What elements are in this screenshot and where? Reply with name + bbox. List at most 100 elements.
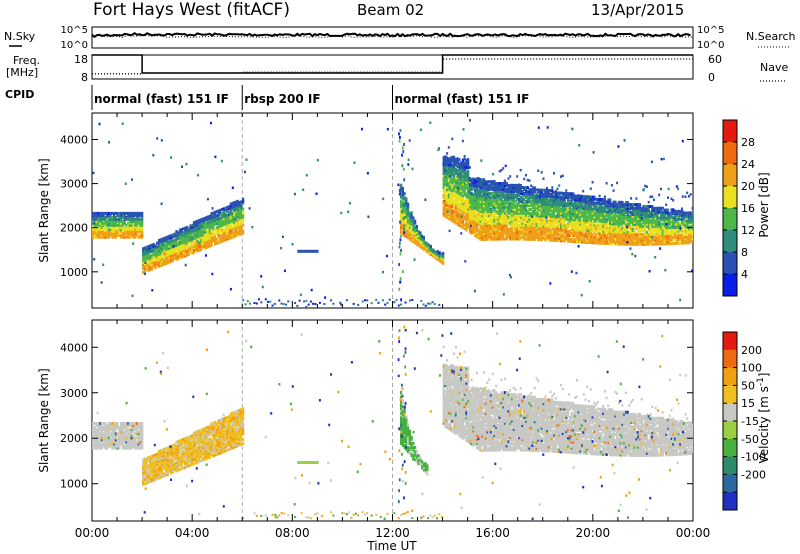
echo-cell	[178, 234, 182, 238]
echo-cell	[238, 205, 241, 208]
echo-cell	[519, 188, 522, 191]
echo-cell	[523, 235, 526, 239]
echo-cell	[595, 205, 598, 209]
echo-cell	[589, 219, 592, 223]
echo-cell	[535, 206, 538, 210]
nave-label: Nave	[760, 61, 788, 74]
echo-cell	[556, 187, 559, 191]
echo-cell	[547, 220, 550, 224]
echo-cell	[189, 238, 192, 242]
echo-cell	[498, 203, 501, 207]
echo-cell	[135, 227, 138, 231]
echo-cell	[656, 208, 659, 212]
echo-cell	[472, 217, 475, 221]
echo-cell	[118, 219, 121, 223]
echo-cell	[484, 180, 487, 184]
echo-cell	[446, 198, 449, 202]
echo-cell	[672, 220, 675, 224]
echo-cell	[182, 245, 185, 249]
echo-cell	[598, 241, 601, 245]
echo-cell	[505, 199, 508, 203]
echo-cell	[572, 220, 575, 224]
echo-cell	[495, 221, 498, 225]
echo-cell	[598, 239, 601, 243]
echo-cell	[588, 215, 591, 219]
echo-cell	[191, 231, 194, 235]
echo-cell	[630, 228, 633, 232]
echo-cell	[116, 229, 119, 233]
echo-cell	[591, 241, 594, 245]
echo-cell	[600, 239, 603, 243]
echo-cell	[686, 223, 689, 227]
echo-cell	[458, 213, 461, 217]
echo-cell	[609, 208, 612, 212]
echo-cell	[526, 186, 529, 190]
echo-cell	[134, 223, 137, 227]
echo-cell	[619, 230, 622, 234]
echo-cell	[656, 222, 659, 226]
echo-cell	[577, 220, 580, 224]
echo-cell	[178, 248, 182, 252]
echo-cell	[184, 238, 187, 242]
echo-cell	[572, 218, 575, 222]
echo-cell	[210, 232, 213, 235]
echo-cell	[547, 224, 550, 228]
echo-cell	[539, 228, 542, 232]
echo-cell	[565, 209, 568, 213]
echo-cell	[628, 203, 631, 206]
echo-cell	[533, 206, 536, 210]
echo-cell	[665, 224, 668, 228]
echo-cell	[509, 213, 512, 217]
echo-cell	[659, 232, 663, 236]
echo-cell	[540, 210, 543, 214]
echo-cell	[184, 246, 187, 250]
echo-cell	[565, 213, 568, 217]
echo-cell	[544, 192, 547, 196]
echo-cell	[581, 222, 584, 226]
echo-cell	[442, 158, 445, 162]
echo-cell	[191, 225, 194, 229]
echo-cell	[575, 200, 578, 204]
echo-cell	[635, 213, 638, 216]
echo-cell	[670, 234, 673, 238]
echo-cell	[553, 217, 556, 221]
echo-cell	[647, 240, 650, 244]
echo-cell	[215, 226, 218, 229]
ground-scatter	[264, 298, 267, 301]
echo-cell	[178, 242, 182, 246]
echo-cell	[519, 195, 522, 199]
echo-cell	[201, 237, 204, 241]
echo-cell	[502, 201, 505, 205]
echo-cell	[233, 219, 236, 222]
echo-cell	[544, 238, 547, 242]
echo-cell	[100, 213, 103, 217]
echo-cell	[463, 211, 466, 215]
echo-cell	[180, 247, 183, 251]
echo-cell	[565, 229, 568, 233]
echo-cell	[474, 190, 477, 194]
echo-cell	[574, 208, 577, 212]
echo-cell	[405, 209, 408, 213]
echo-cell	[456, 212, 459, 216]
echo-cell	[588, 217, 591, 221]
echo-cell	[130, 213, 133, 217]
echo-cell	[442, 207, 445, 211]
echo-cell	[554, 239, 557, 242]
echo-cell	[470, 198, 473, 201]
scatter-point	[181, 165, 183, 168]
echo-cell	[565, 211, 568, 215]
echo-cell	[544, 230, 547, 234]
echo-cell	[123, 227, 126, 231]
echo-cell	[684, 223, 687, 227]
echo-cell	[100, 235, 103, 239]
echo-cell	[558, 223, 561, 227]
echo-cell	[535, 220, 538, 224]
echo-cell	[607, 216, 610, 220]
echo-cell	[505, 189, 508, 193]
echo-cell	[149, 268, 152, 272]
echo-cell	[542, 218, 545, 222]
echo-cell	[544, 206, 547, 210]
scatter-point	[535, 196, 537, 199]
echo-cell	[240, 210, 243, 214]
echo-cell	[481, 218, 484, 222]
